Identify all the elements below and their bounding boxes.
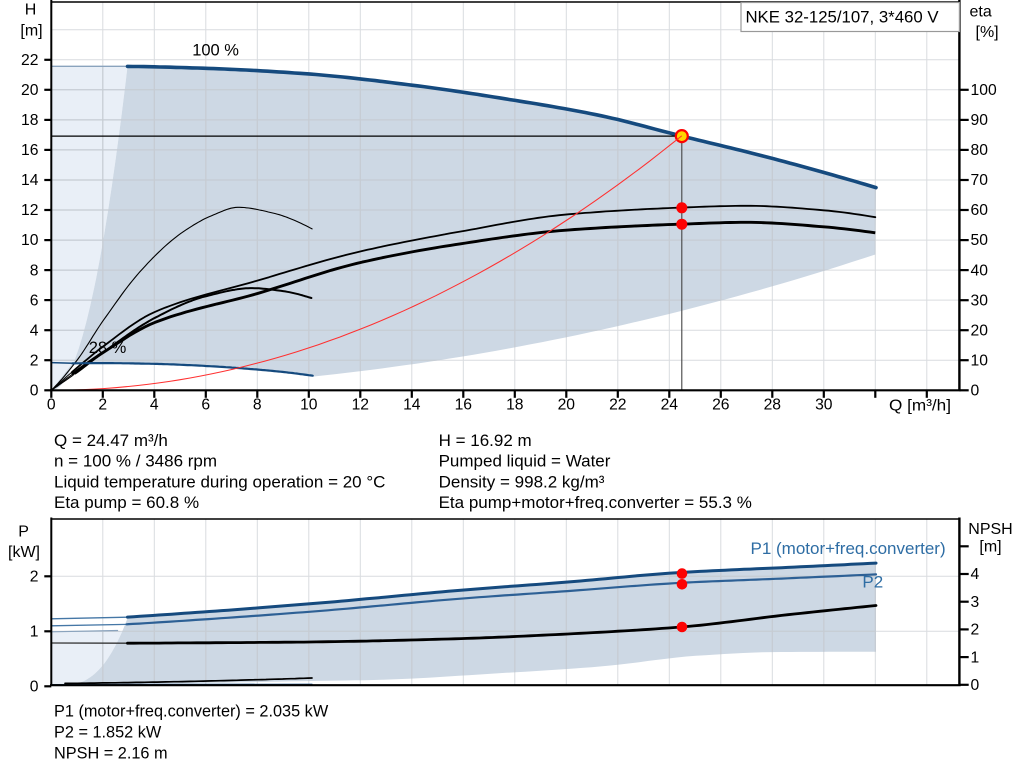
- svg-text:30: 30: [971, 292, 989, 309]
- svg-text:8: 8: [253, 397, 262, 414]
- svg-text:0: 0: [971, 383, 980, 400]
- svg-text:6: 6: [201, 397, 210, 414]
- svg-text:20: 20: [558, 397, 576, 414]
- svg-text:Liquid temperature during oper: Liquid temperature during operation = 20…: [54, 472, 385, 491]
- svg-text:eta: eta: [970, 4, 992, 21]
- svg-text:50: 50: [971, 232, 989, 249]
- svg-text:4: 4: [971, 566, 980, 583]
- svg-text:18: 18: [506, 397, 524, 414]
- svg-text:8: 8: [30, 262, 39, 279]
- svg-text:28 %: 28 %: [89, 339, 127, 357]
- svg-text:[m]: [m]: [979, 539, 1001, 556]
- svg-text:0: 0: [30, 679, 39, 696]
- svg-text:10: 10: [300, 397, 318, 414]
- svg-text:0: 0: [971, 677, 980, 694]
- svg-text:22: 22: [609, 397, 626, 414]
- svg-text:0: 0: [47, 397, 56, 414]
- svg-text:10: 10: [971, 352, 989, 369]
- svg-text:26: 26: [712, 397, 730, 414]
- svg-text:20: 20: [21, 82, 39, 99]
- svg-text:[%]: [%]: [976, 24, 999, 41]
- svg-text:NPSH = 2.16 m: NPSH = 2.16 m: [54, 745, 168, 763]
- svg-text:12: 12: [352, 397, 369, 414]
- svg-text:NPSH: NPSH: [968, 521, 1012, 538]
- svg-text:2: 2: [971, 622, 980, 639]
- svg-text:40: 40: [971, 262, 989, 279]
- svg-text:Q [m³/h]: Q [m³/h]: [889, 398, 951, 415]
- svg-text:n = 100 % / 3486 rpm: n = 100 % / 3486 rpm: [54, 452, 217, 471]
- svg-text:70: 70: [971, 172, 989, 189]
- svg-text:Eta pump = 60.8 %: Eta pump = 60.8 %: [54, 493, 199, 512]
- svg-text:P2: P2: [862, 572, 883, 591]
- svg-text:16: 16: [455, 397, 473, 414]
- svg-text:Eta pump+motor+freq.converter: Eta pump+motor+freq.converter = 55.3 %: [439, 493, 752, 512]
- svg-text:30: 30: [815, 397, 833, 414]
- svg-text:6: 6: [30, 292, 39, 309]
- svg-text:3: 3: [971, 594, 980, 611]
- svg-text:100: 100: [971, 82, 997, 99]
- svg-text:H: H: [25, 2, 37, 19]
- svg-text:P2 = 1.852 kW: P2 = 1.852 kW: [54, 724, 162, 742]
- svg-text:[m]: [m]: [20, 23, 42, 40]
- svg-text:16: 16: [21, 142, 39, 159]
- svg-text:28: 28: [764, 397, 782, 414]
- svg-text:H = 16.92 m: H = 16.92 m: [439, 431, 532, 450]
- svg-text:14: 14: [21, 172, 39, 189]
- svg-text:12: 12: [21, 202, 38, 219]
- svg-text:P1 (motor+freq.converter): P1 (motor+freq.converter): [751, 539, 946, 558]
- svg-text:Q = 24.47 m³/h: Q = 24.47 m³/h: [54, 431, 168, 450]
- svg-text:18: 18: [21, 112, 39, 129]
- svg-text:60: 60: [971, 202, 989, 219]
- svg-text:NKE 32-125/107, 3*460 V: NKE 32-125/107, 3*460 V: [745, 8, 939, 27]
- svg-text:22: 22: [21, 52, 38, 69]
- svg-text:20: 20: [971, 322, 989, 339]
- svg-text:80: 80: [971, 142, 989, 159]
- svg-text:Pumped liquid = Water: Pumped liquid = Water: [439, 452, 611, 471]
- svg-text:4: 4: [150, 397, 159, 414]
- svg-text:14: 14: [403, 397, 421, 414]
- svg-text:2: 2: [98, 397, 107, 414]
- svg-text:100 %: 100 %: [192, 41, 239, 59]
- svg-text:90: 90: [971, 112, 989, 129]
- svg-text:P: P: [18, 524, 29, 541]
- svg-text:P1 (motor+freq.converter) = 2.: P1 (motor+freq.converter) = 2.035 kW: [54, 703, 329, 721]
- svg-text:[kW]: [kW]: [8, 544, 40, 561]
- svg-text:2: 2: [30, 569, 39, 586]
- svg-text:10: 10: [21, 232, 39, 249]
- svg-text:24: 24: [661, 397, 679, 414]
- svg-text:1: 1: [971, 649, 980, 666]
- svg-text:4: 4: [30, 322, 39, 339]
- svg-text:1: 1: [30, 624, 39, 641]
- svg-text:Density = 998.2 kg/m³: Density = 998.2 kg/m³: [439, 472, 605, 491]
- svg-text:2: 2: [30, 352, 39, 369]
- svg-text:0: 0: [30, 383, 39, 400]
